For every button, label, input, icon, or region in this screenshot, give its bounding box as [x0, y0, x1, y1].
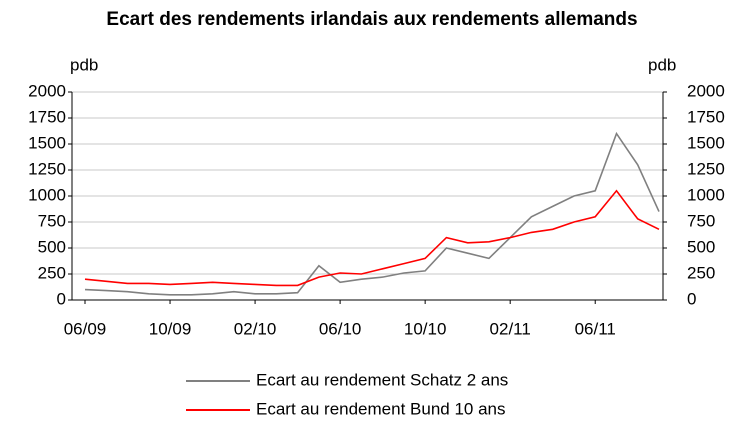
legend-label: Ecart au rendement Bund 10 ans — [256, 399, 506, 418]
series-line — [84, 131, 660, 296]
x-tick-label: 06/09 — [64, 319, 107, 338]
y2-tick-label: 2000 — [687, 81, 725, 100]
y2-tick-label: 750 — [687, 211, 715, 230]
y2-tick-label: 1250 — [687, 159, 725, 178]
y2-tick-label: 1750 — [687, 107, 725, 126]
y-tick-label: 250 — [38, 263, 66, 282]
y2-tick-label: 1500 — [687, 133, 725, 152]
x-tick-label: 02/10 — [234, 319, 277, 338]
x-tick-label: 02/11 — [490, 319, 531, 338]
chart-title: Ecart des rendements irlandais aux rende… — [106, 9, 637, 30]
y-tick-label: 1250 — [28, 159, 66, 178]
y2-tick-label: 1000 — [687, 185, 725, 204]
x-tick-label: 06/11 — [575, 319, 616, 338]
series-line — [84, 189, 660, 287]
y-tick-label: 500 — [38, 237, 66, 256]
y2-tick-label: 250 — [687, 263, 715, 282]
y-tick-label: 2000 — [28, 81, 66, 100]
y-tick-label: 0 — [57, 289, 66, 308]
x-tick-label: 06/10 — [319, 319, 362, 338]
y-tick-label: 1500 — [28, 133, 66, 152]
y-tick-label: 1750 — [28, 107, 66, 126]
y-axis-label: pdb — [70, 55, 98, 74]
legend-label: Ecart au rendement Schatz 2 ans — [256, 370, 508, 389]
x-tick-label: 10/09 — [149, 319, 192, 338]
y2-axis-label: pdb — [648, 55, 676, 74]
y-tick-label: 750 — [38, 211, 66, 230]
y-tick-label: 1000 — [28, 185, 66, 204]
x-tick-label: 10/10 — [404, 319, 447, 338]
y2-tick-label: 0 — [687, 289, 696, 308]
y2-tick-label: 500 — [687, 237, 715, 256]
